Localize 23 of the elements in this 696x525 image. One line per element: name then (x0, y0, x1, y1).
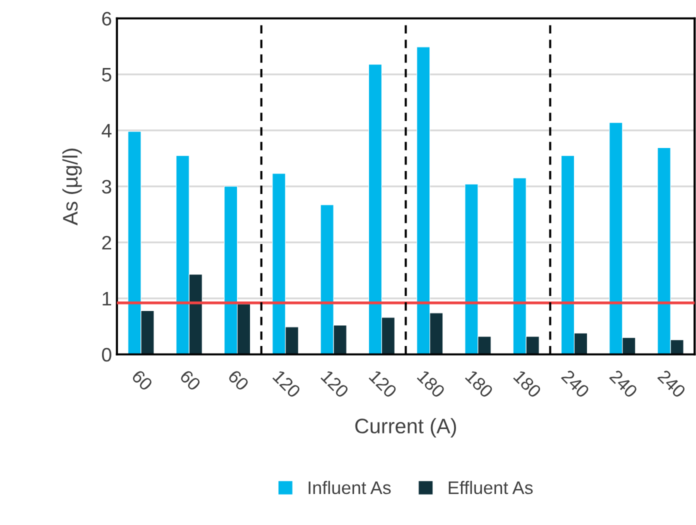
y-tick-label: 3 (102, 180, 112, 194)
x-tick-label: 60 (131, 369, 154, 392)
y-tick-label: 6 (102, 12, 112, 26)
y-tick-label: 4 (102, 124, 112, 138)
y-axis-title: As (µg/l) (62, 148, 82, 226)
x-tick-label: 240 (657, 369, 686, 398)
x-tick-label: 120 (272, 370, 302, 398)
y-tick-label: 0 (102, 348, 112, 362)
x-tick-label: 180 (464, 370, 494, 398)
x-tick-label: 60 (179, 369, 202, 392)
y-tick-label: 1 (102, 292, 112, 306)
y-tick-label: 2 (102, 236, 112, 250)
x-tick-label: 180 (513, 370, 542, 398)
legend-label: Influent As (308, 480, 391, 494)
y-tick-label: 5 (102, 68, 112, 82)
x-axis-title: Current (A) (355, 418, 456, 438)
x-tick-label: 180 (416, 370, 446, 398)
x-tick-label: 60 (227, 369, 250, 392)
legend-label: Effluent As (448, 480, 533, 494)
x-tick-label: 240 (560, 369, 590, 398)
x-tick-label: 120 (320, 370, 350, 398)
x-tick-label: 240 (608, 369, 638, 398)
x-tick-label: 120 (368, 370, 398, 398)
